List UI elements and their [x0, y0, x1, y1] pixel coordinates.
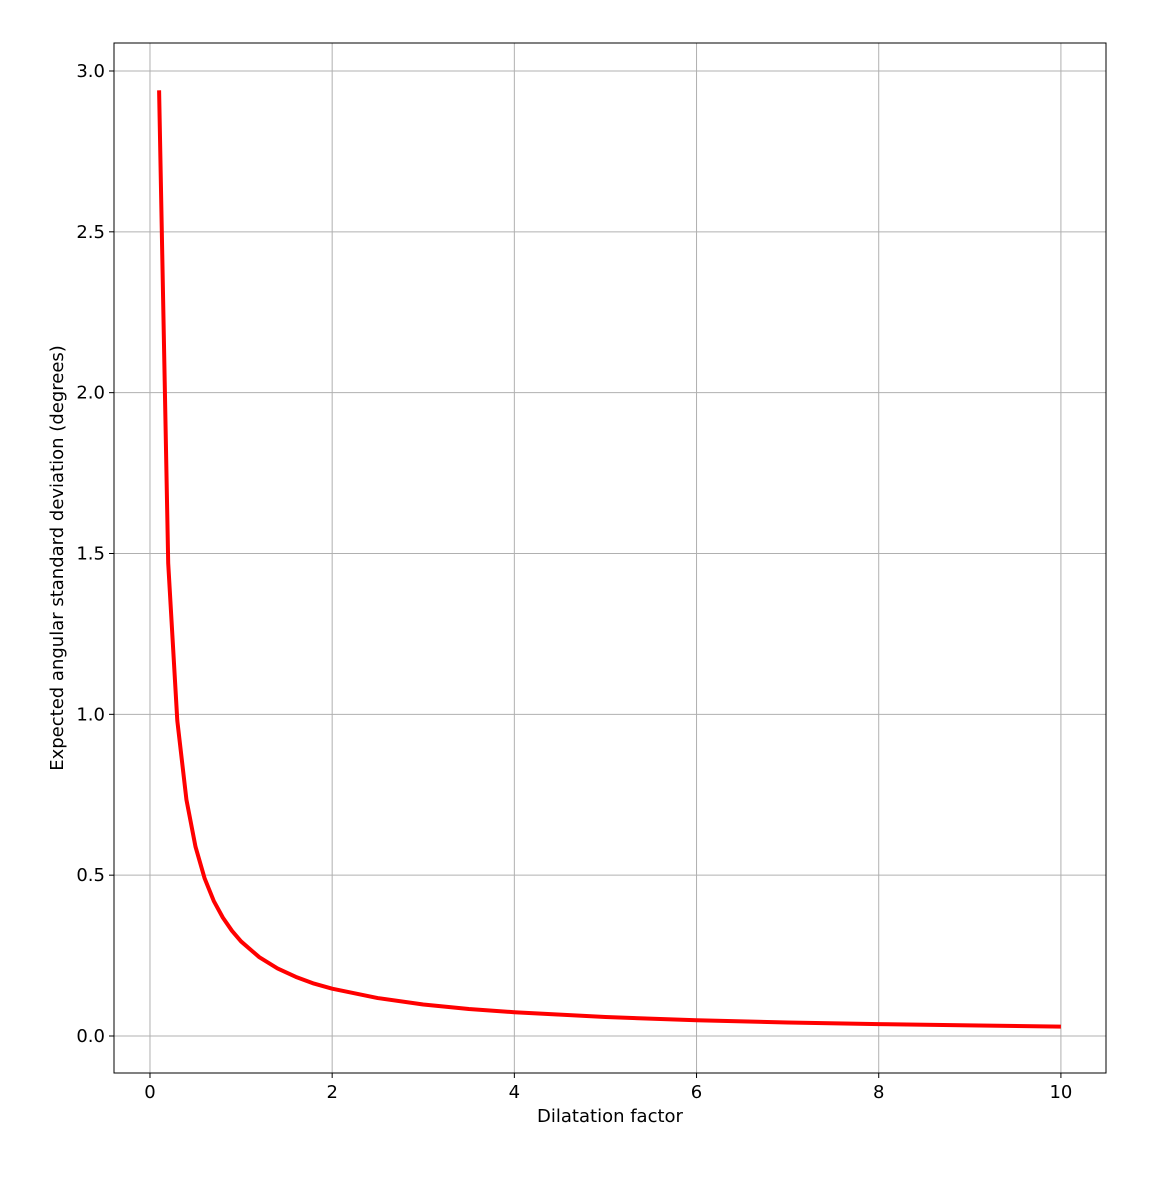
x-tick-label: 2 [326, 1082, 337, 1103]
plot-frame [113, 42, 1107, 1074]
y-tick-label: 2.5 [76, 222, 105, 243]
y-tick-label: 0.5 [76, 865, 105, 886]
y-tick-label: 0.0 [76, 1026, 105, 1047]
y-tick-label: 3.0 [76, 61, 105, 82]
x-tick-label: 6 [691, 1082, 702, 1103]
x-tick-label: 8 [873, 1082, 884, 1103]
x-tick-label: 10 [1049, 1082, 1072, 1103]
y-tick-label: 1.0 [76, 704, 105, 725]
x-tick-label: 0 [144, 1082, 155, 1103]
line [157, 90, 1061, 1029]
x-tick-label: 4 [509, 1082, 520, 1103]
x-axis-label: Dilatation factor [537, 1106, 684, 1127]
y-tick-label: 2.0 [76, 383, 105, 404]
y-tick-label: 1.5 [76, 543, 105, 564]
y-axis-label: Expected angular standard deviation (deg… [47, 345, 68, 771]
